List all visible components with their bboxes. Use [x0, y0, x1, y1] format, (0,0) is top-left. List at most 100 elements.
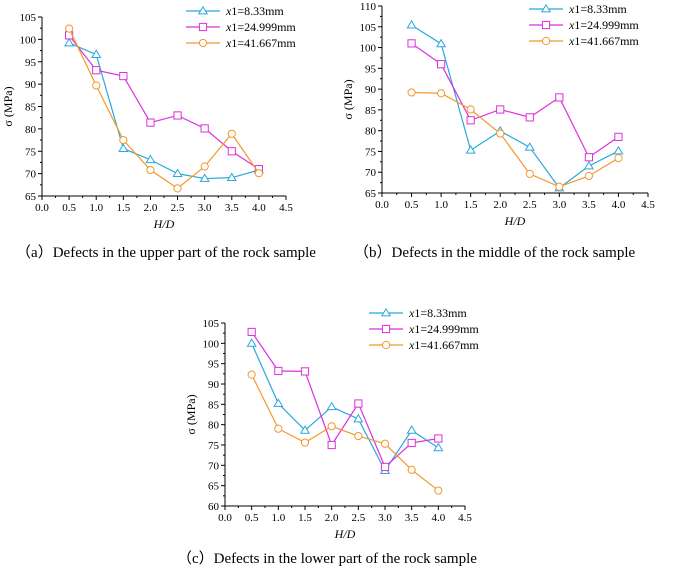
chart-a-xtick-label: 2.5 — [171, 202, 185, 214]
chart-b-xtick-label: 2.0 — [493, 199, 507, 211]
chart-b-ytick-label: 65 — [365, 188, 377, 200]
chart-c-series-2-point — [274, 366, 283, 376]
chart-c-ytick-label: 70 — [208, 460, 220, 472]
chart-a-series-3-point — [254, 169, 263, 178]
chart-a-series-1-point — [64, 37, 75, 47]
chart-c-series-1-point — [353, 413, 364, 423]
chart-a-xtick-label: 0.0 — [35, 202, 49, 214]
chart-b-series-1-point — [406, 19, 417, 29]
chart-b-series-2-point — [614, 132, 623, 142]
chart-c-ytick-label: 95 — [208, 359, 220, 371]
chart-c-series-1 — [246, 338, 444, 474]
chart-a-y-axis-label: σ (MPa) — [1, 86, 15, 126]
chart-a-xtick-label: 4.0 — [252, 202, 266, 214]
chart-b-series-2 — [407, 39, 623, 162]
chart-c-legend-swatch-marker — [381, 324, 391, 334]
chart-c-x-axis-label: H/D — [334, 527, 356, 541]
chart-a-svg: 65 70 75 80 85 90 95 100 105 0.0 0.5 1.0 1.5 2.0 2.5 3.… — [1, 4, 296, 231]
chart-b-ytick-label: 110 — [360, 1, 377, 13]
chart-b-xtick-label: 1.5 — [464, 199, 478, 211]
chart-a-ytick-label: 75 — [25, 146, 37, 158]
chart-b-ytick-label: 80 — [365, 126, 377, 138]
chart-a-series-1 — [64, 37, 264, 182]
chart-c-series-2-point — [327, 440, 336, 450]
chart-a-series-2-line — [68, 34, 260, 170]
chart-a-legend-swatch-marker — [198, 22, 208, 32]
chart-a-series-2-point — [119, 71, 128, 81]
chart-b-xtick-label: 4.0 — [612, 199, 626, 211]
chart-a-legend: x1=8.33mm x1=24.999mm x1=41.667mm — [186, 4, 296, 50]
chart-a-series-3-point — [200, 162, 209, 171]
chart-c-xtick-label: 2.0 — [325, 512, 339, 524]
chart-a-ytick-label: 65 — [25, 191, 37, 203]
chart-c-series-3 — [247, 370, 443, 495]
chart-c-series-2-point — [434, 434, 443, 443]
chart-c-legend-entry: x1=41.667mm — [408, 338, 479, 352]
chart-a-series-1-point — [91, 49, 102, 58]
chart-c-series-2-point — [407, 438, 416, 448]
chart-b-series-3-line — [411, 91, 619, 188]
chart-a-series-3-line — [68, 28, 260, 190]
chart-b-series-2-point — [496, 105, 505, 114]
chart-c-xtick-label: 3.5 — [405, 512, 419, 524]
chart-b-series-1-point — [613, 145, 624, 155]
chart-b-series-2-point — [555, 93, 564, 102]
chart-c-series-1-point — [326, 401, 337, 411]
chart-b-legend-swatch-marker — [541, 36, 551, 46]
chart-panel-b: 65 70 75 80 85 90 95 100 105 110 0.0 0.5 1.0 1.5 2.0 2.… — [340, 0, 685, 290]
chart-b-xtick-label: 3.0 — [552, 199, 566, 211]
chart-a-series-3-point — [227, 129, 236, 138]
chart-a-series-3-point — [65, 24, 74, 33]
chart-a-xtick-label: 4.5 — [279, 202, 293, 214]
chart-c-series-1-point — [299, 425, 311, 434]
chart-b-series-3-point — [466, 105, 475, 114]
chart-a-ytick-label: 90 — [25, 79, 37, 91]
chart-c-xtick-label: 0.5 — [245, 512, 259, 524]
chart-c-series-3-point — [380, 439, 390, 448]
chart-b-svg: 65 70 75 80 85 90 95 100 105 110 0.0 0.5 1.0 1.5 2.0 2.… — [341, 1, 655, 228]
caption-a: （a）Defects in the upper part of the rock… — [16, 245, 316, 261]
chart-b-series-2-line — [411, 42, 619, 159]
chart-b-ytick-label: 90 — [365, 84, 377, 96]
chart-a-legend-entry: x1=8.33mm — [225, 4, 284, 18]
caption-c: （c）Defects in the lower part of the rock… — [177, 551, 477, 567]
chart-a-series-2-point — [200, 124, 209, 133]
chart-b-series-2-point — [437, 60, 446, 69]
chart-c-series-3-point — [274, 424, 283, 433]
chart-b-series-3-point — [525, 169, 534, 178]
chart-c-ytick-label: 80 — [208, 420, 220, 432]
chart-c-series-3-point — [327, 422, 336, 431]
chart-c-series-2 — [247, 327, 443, 472]
chart-b-xtick-label: 0.5 — [405, 199, 419, 211]
chart-a-ytick-label: 95 — [25, 57, 37, 69]
chart-b-series-2-point — [407, 39, 416, 48]
chart-c-legend-entry: x1=8.33mm — [408, 306, 467, 320]
chart-b-xtick-label: 0.0 — [375, 199, 389, 211]
chart-c-series-3-point — [434, 486, 443, 495]
chart-c-series-1-point — [406, 425, 417, 434]
chart-c-y-axis-label: σ (MPa) — [184, 394, 198, 434]
chart-b-xtick-label: 3.5 — [582, 199, 596, 211]
chart-a-xtick-label: 0.5 — [62, 202, 76, 214]
chart-b-legend: x1=8.33mm x1=24.999mm x1=41.667mm — [529, 2, 639, 48]
caption-b: （b）Defects in the middle of the rock sam… — [354, 245, 636, 261]
chart-a-xtick-label: 3.0 — [198, 202, 212, 214]
chart-c-ytick-label: 100 — [203, 338, 220, 350]
chart-a-xtick-label: 1.5 — [116, 202, 130, 214]
chart-b-series-3-point — [407, 88, 416, 97]
chart-a-xtick-label: 1.0 — [89, 202, 103, 214]
chart-c-legend: x1=8.33mm x1=24.999mm x1=41.667mm — [369, 306, 479, 352]
chart-c-xtick-label: 4.0 — [431, 512, 445, 524]
chart-b-legend-entry: x1=41.667mm — [568, 34, 639, 48]
chart-a-series-3 — [65, 24, 263, 193]
chart-c-series-2-line — [251, 331, 439, 468]
chart-b-ytick-label: 95 — [365, 63, 377, 75]
chart-c-series-2-point — [380, 462, 390, 472]
chart-a-ytick-label: 80 — [25, 124, 37, 136]
chart-c-xtick-label: 1.5 — [298, 512, 312, 524]
chart-a-x-axis-label: H/D — [153, 217, 175, 231]
chart-b-ytick-label: 70 — [365, 167, 377, 179]
chart-b-series-2-point — [584, 153, 593, 162]
chart-b-series-2-point — [466, 116, 475, 125]
chart-a-series-2-point — [146, 118, 155, 127]
